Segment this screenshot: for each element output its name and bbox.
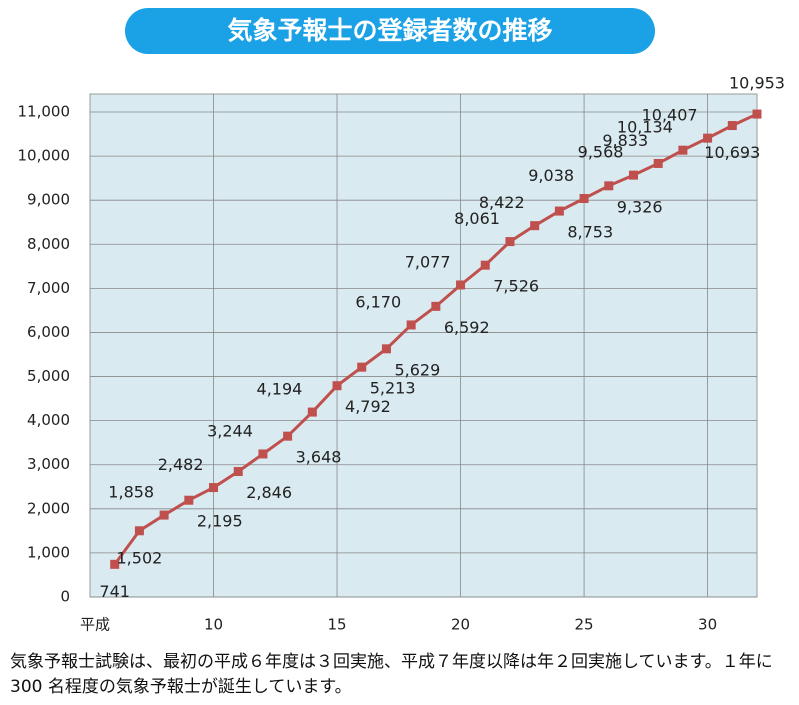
marker bbox=[530, 221, 540, 231]
y-tick-label: 7,000 bbox=[27, 279, 70, 297]
y-tick-label: 10,000 bbox=[18, 147, 71, 165]
data-label: 3,648 bbox=[296, 448, 342, 467]
marker bbox=[110, 559, 120, 569]
x-tick-label: 10 bbox=[204, 616, 223, 634]
y-tick-label: 11,000 bbox=[18, 103, 71, 121]
data-label: 9,833 bbox=[602, 131, 648, 150]
marker bbox=[480, 260, 490, 270]
marker bbox=[357, 362, 367, 372]
data-label: 9,568 bbox=[578, 143, 624, 162]
data-label: 2,195 bbox=[197, 512, 243, 531]
marker bbox=[604, 181, 614, 191]
data-label: 5,213 bbox=[370, 379, 416, 398]
x-axis-label: 平成 bbox=[80, 616, 110, 634]
y-tick-label: 1,000 bbox=[27, 543, 70, 561]
data-label: 1,502 bbox=[117, 548, 163, 567]
data-label: 2,482 bbox=[158, 455, 204, 474]
y-tick-label: 9,000 bbox=[27, 191, 70, 209]
data-label: 6,170 bbox=[355, 292, 401, 311]
marker bbox=[406, 320, 416, 330]
data-label: 5,629 bbox=[394, 360, 440, 379]
marker bbox=[505, 237, 515, 247]
data-label: 8,061 bbox=[454, 209, 500, 228]
plot-area bbox=[89, 93, 758, 598]
marker bbox=[159, 510, 169, 520]
marker bbox=[678, 145, 688, 155]
x-tick-label: 15 bbox=[327, 616, 346, 634]
data-label: 3,244 bbox=[207, 421, 253, 440]
y-tick-label: 6,000 bbox=[27, 323, 70, 341]
marker bbox=[258, 449, 268, 459]
chart-title: 気象予報士の登録者数の推移 bbox=[227, 16, 552, 45]
data-label: 7,526 bbox=[493, 277, 539, 296]
marker bbox=[554, 206, 564, 216]
marker bbox=[752, 109, 762, 119]
data-label: 10,693 bbox=[704, 143, 760, 162]
marker bbox=[283, 431, 293, 441]
marker bbox=[332, 381, 342, 391]
title-banner bbox=[125, 8, 655, 54]
y-tick-label: 0 bbox=[60, 588, 70, 606]
marker bbox=[134, 526, 144, 536]
y-tick-label: 5,000 bbox=[27, 367, 70, 385]
marker bbox=[307, 407, 317, 417]
x-tick-label: 25 bbox=[575, 616, 594, 634]
marker bbox=[628, 170, 638, 180]
data-label: 4,194 bbox=[257, 380, 303, 399]
marker bbox=[579, 194, 589, 204]
chart: 気象予報士の登録者数の推移 平成 0 1,000 2,000 3,000 4,000 5,… bbox=[18, 8, 785, 634]
y-tick-label: 3,000 bbox=[27, 455, 70, 473]
note: 気象予報士試験は、最初の平成６年度は３回実施、平成７年度以降は年２回実施していま… bbox=[10, 652, 773, 697]
x-tick-label: 20 bbox=[451, 616, 470, 634]
data-label: 1,858 bbox=[108, 483, 154, 502]
y-tick-label: 8,000 bbox=[27, 235, 70, 253]
data-label: 8,753 bbox=[567, 223, 613, 242]
marker bbox=[184, 495, 194, 505]
marker bbox=[727, 121, 737, 131]
data-label: 8,422 bbox=[479, 193, 525, 212]
data-label: 10,134 bbox=[617, 118, 673, 137]
data-label: 6,592 bbox=[444, 318, 490, 337]
y-tick-label: 4,000 bbox=[27, 411, 70, 429]
y-tick-label: 2,000 bbox=[27, 499, 70, 517]
marker bbox=[209, 483, 219, 493]
data-label: 10,407 bbox=[642, 106, 698, 125]
marker bbox=[381, 344, 391, 354]
data-label: 9,038 bbox=[528, 166, 574, 185]
data-label: 4,792 bbox=[345, 397, 391, 416]
marker bbox=[703, 133, 713, 143]
data-label: 741 bbox=[99, 582, 130, 601]
marker bbox=[456, 280, 466, 290]
marker bbox=[233, 467, 243, 477]
data-label: 2,846 bbox=[246, 483, 292, 502]
data-label: 7,077 bbox=[405, 252, 451, 271]
x-tick-label: 30 bbox=[698, 616, 717, 634]
marker bbox=[653, 158, 663, 168]
data-label: 10,953 bbox=[729, 74, 785, 93]
marker bbox=[431, 301, 441, 311]
data-label: 9,326 bbox=[617, 197, 663, 216]
